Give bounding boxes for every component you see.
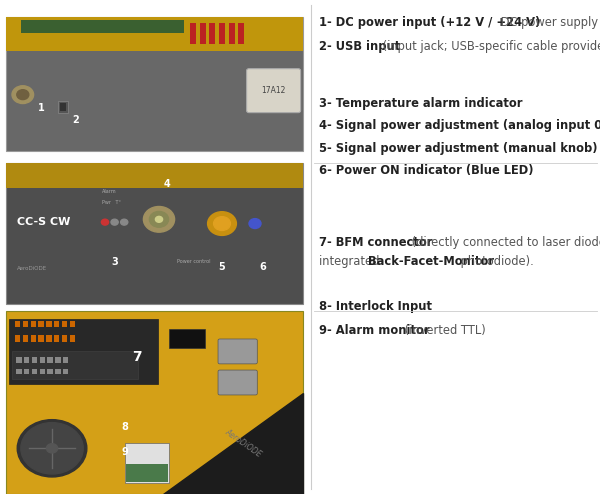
Bar — [63, 357, 68, 363]
Bar — [31, 335, 36, 341]
Bar — [6, 311, 303, 494]
Text: 3: 3 — [111, 256, 118, 267]
Circle shape — [111, 219, 118, 225]
Text: AeroDiODE: AeroDiODE — [17, 266, 47, 271]
Bar — [219, 23, 225, 44]
Bar — [126, 464, 167, 482]
Bar — [6, 17, 303, 51]
Bar — [31, 321, 36, 327]
Text: 8: 8 — [122, 422, 128, 432]
Bar — [55, 369, 61, 374]
Text: (inverted TTL): (inverted TTL) — [401, 325, 485, 337]
Circle shape — [149, 211, 169, 227]
Bar — [9, 319, 157, 384]
Text: 6: 6 — [260, 262, 266, 272]
Bar — [55, 357, 61, 363]
Bar — [6, 17, 303, 151]
Bar — [40, 357, 45, 363]
Bar — [70, 335, 75, 341]
Circle shape — [155, 216, 163, 222]
Text: 8- Interlock Input: 8- Interlock Input — [319, 300, 432, 313]
FancyBboxPatch shape — [218, 370, 257, 395]
Bar — [60, 103, 66, 111]
Bar — [54, 335, 59, 341]
Text: integrated: integrated — [319, 255, 383, 268]
Bar — [23, 321, 28, 327]
Circle shape — [17, 420, 87, 477]
Circle shape — [214, 217, 230, 231]
Bar — [16, 357, 22, 363]
Text: Back-Facet-Monitor: Back-Facet-Monitor — [368, 255, 494, 268]
Text: 9- Alarm monitor: 9- Alarm monitor — [319, 325, 430, 337]
Bar — [200, 23, 206, 44]
Text: 2: 2 — [72, 115, 79, 125]
Bar — [62, 335, 67, 341]
Text: photodiode).: photodiode). — [457, 255, 533, 268]
Text: 4- Signal power adjustment (analog input 0-5V): 4- Signal power adjustment (analog input… — [319, 120, 600, 132]
Bar — [47, 357, 53, 363]
Bar — [63, 369, 68, 374]
Text: Pwr   T°: Pwr T° — [102, 200, 121, 205]
Text: 3- Temperature alarm indicator: 3- Temperature alarm indicator — [319, 97, 523, 110]
Bar — [70, 321, 75, 327]
Bar — [23, 335, 28, 341]
Bar — [32, 357, 37, 363]
Bar — [62, 321, 67, 327]
Text: Alarm: Alarm — [102, 189, 116, 194]
Bar — [229, 23, 235, 44]
Text: DC power supply: DC power supply — [497, 16, 598, 29]
Bar — [238, 23, 244, 44]
FancyBboxPatch shape — [218, 339, 257, 364]
Bar — [190, 23, 196, 44]
Bar — [24, 369, 29, 374]
Bar — [21, 20, 184, 33]
Bar — [15, 321, 20, 327]
Circle shape — [17, 90, 29, 100]
Bar — [38, 335, 44, 341]
Bar — [47, 369, 53, 374]
Text: 2- USB input: 2- USB input — [319, 41, 400, 53]
Text: 7: 7 — [132, 350, 142, 364]
Text: 4: 4 — [164, 179, 170, 189]
Circle shape — [46, 444, 58, 453]
Text: 1- DC power input (+12 V / +24 V): 1- DC power input (+12 V / +24 V) — [319, 16, 541, 29]
Circle shape — [249, 219, 261, 229]
Text: (input jack; USB-specific cable provided): (input jack; USB-specific cable provided… — [379, 41, 600, 53]
Bar — [58, 101, 68, 113]
Circle shape — [12, 86, 34, 104]
Text: CC-S CW: CC-S CW — [17, 217, 70, 227]
Bar — [169, 329, 205, 348]
Text: AeroDiODE: AeroDiODE — [224, 427, 263, 459]
Text: 7- BFM connector: 7- BFM connector — [319, 236, 433, 248]
Text: (directly connected to laser diode: (directly connected to laser diode — [408, 236, 600, 248]
FancyBboxPatch shape — [247, 69, 301, 113]
Bar — [6, 163, 303, 188]
Bar — [38, 321, 44, 327]
Text: 9: 9 — [122, 448, 128, 457]
Text: 5: 5 — [218, 262, 226, 272]
Circle shape — [101, 219, 109, 225]
Polygon shape — [163, 393, 303, 494]
Bar — [54, 321, 59, 327]
Circle shape — [208, 212, 236, 236]
Text: 17A12: 17A12 — [262, 86, 286, 95]
Bar — [24, 357, 29, 363]
Circle shape — [21, 423, 83, 474]
Bar — [15, 335, 20, 341]
Bar — [125, 443, 169, 483]
Text: 5- Signal power adjustment (manual knob): 5- Signal power adjustment (manual knob) — [319, 142, 598, 155]
Circle shape — [143, 206, 175, 232]
Text: Power control: Power control — [177, 259, 211, 264]
Bar — [46, 335, 52, 341]
Bar — [40, 369, 45, 374]
Bar — [16, 369, 22, 374]
Text: 6- Power ON indicator (Blue LED): 6- Power ON indicator (Blue LED) — [319, 164, 534, 177]
Bar — [6, 163, 303, 304]
Bar — [46, 321, 52, 327]
Bar — [12, 351, 138, 379]
Text: 1: 1 — [38, 103, 44, 113]
Bar — [32, 369, 37, 374]
Circle shape — [121, 219, 128, 225]
Bar — [209, 23, 215, 44]
